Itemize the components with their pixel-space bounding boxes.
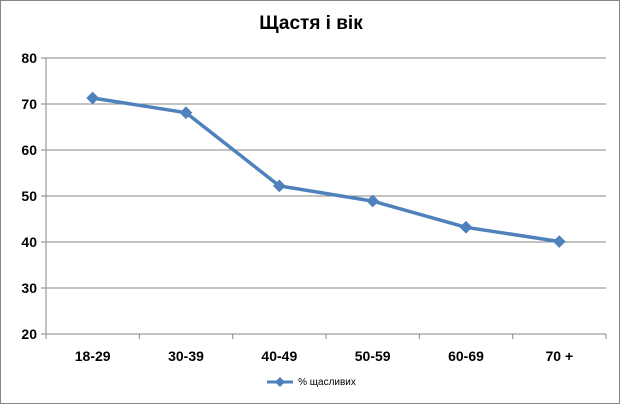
y-tick-label-60: 60 — [21, 142, 37, 158]
data-point-0-3 — [366, 194, 380, 208]
legend-swatch-icon — [267, 377, 294, 387]
x-tick-labels: 18-29 30-39 40-49 50-59 60-69 70 + — [75, 348, 573, 364]
x-tick-label-5: 70 + — [546, 348, 574, 364]
data-point-0-0 — [86, 91, 100, 105]
series-markers — [86, 91, 566, 248]
axes — [41, 57, 607, 339]
y-tick-label-70: 70 — [21, 96, 37, 112]
legend-marker — [275, 377, 286, 387]
y-tick-label-30: 30 — [21, 280, 37, 296]
y-tick-label-20: 20 — [21, 326, 37, 342]
chart-title: Щастя і вік — [259, 13, 363, 34]
data-point-0-2 — [272, 179, 286, 193]
data-point-0-4 — [459, 220, 473, 234]
gridlines — [46, 57, 606, 289]
legend-label: % щасливих — [298, 376, 356, 388]
x-tick-label-1: 30-39 — [168, 348, 204, 364]
x-tick-label-3: 50-59 — [355, 348, 391, 364]
series-line-0 — [92, 96, 560, 244]
x-tick-label-0: 18-29 — [75, 348, 111, 364]
x-tick-label-4: 60-69 — [448, 348, 484, 364]
series-lines — [92, 96, 560, 244]
y-tick-label-50: 50 — [21, 188, 37, 204]
y-tick-label-40: 40 — [21, 234, 37, 250]
data-point-0-1 — [179, 106, 193, 120]
y-tick-labels: 20 30 40 50 60 70 80 — [21, 50, 37, 342]
legend: % щасливих — [1, 376, 620, 388]
data-point-0-5 — [552, 235, 566, 248]
x-tick-label-2: 40-49 — [261, 348, 297, 364]
y-tick-label-80: 80 — [21, 50, 37, 66]
